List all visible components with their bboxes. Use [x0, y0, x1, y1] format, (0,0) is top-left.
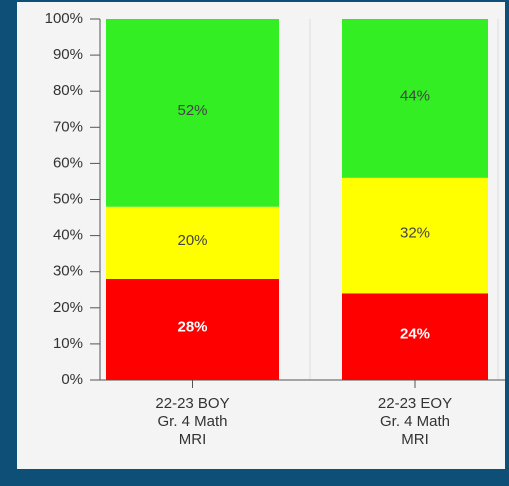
data-label: 20%	[177, 232, 207, 249]
x-tick-label: Gr. 4 Math	[380, 413, 450, 430]
y-tick-label: 30%	[53, 263, 83, 280]
y-tick-label: 0%	[61, 371, 83, 388]
x-tick-label: Gr. 4 Math	[157, 413, 227, 430]
y-tick-label: 10%	[53, 335, 83, 352]
y-tick-label: 20%	[53, 299, 83, 316]
y-tick-label: 40%	[53, 227, 83, 244]
bar-segment	[342, 19, 488, 178]
data-label: 28%	[177, 318, 207, 335]
x-tick-label: MRI	[179, 431, 207, 448]
data-label: 32%	[400, 225, 430, 242]
bar-segment	[342, 177, 488, 294]
y-tick-label: 50%	[53, 190, 83, 207]
bar-segment	[106, 278, 279, 380]
y-tick-label: 80%	[53, 82, 83, 99]
x-tick-label: MRI	[401, 431, 429, 448]
x-tick-label: 22-23 BOY	[155, 395, 229, 412]
data-label: 24%	[400, 326, 430, 343]
bar-segment	[342, 293, 488, 380]
bar-segment	[106, 19, 279, 207]
y-tick-label: 90%	[53, 46, 83, 63]
data-label: 52%	[177, 102, 207, 119]
data-label: 44%	[400, 87, 430, 104]
x-tick-label: 22-23 EOY	[378, 395, 452, 412]
y-tick-label: 70%	[53, 118, 83, 135]
y-tick-label: 60%	[53, 154, 83, 171]
y-tick-label: 100%	[45, 10, 83, 27]
bar-segment	[106, 206, 279, 279]
